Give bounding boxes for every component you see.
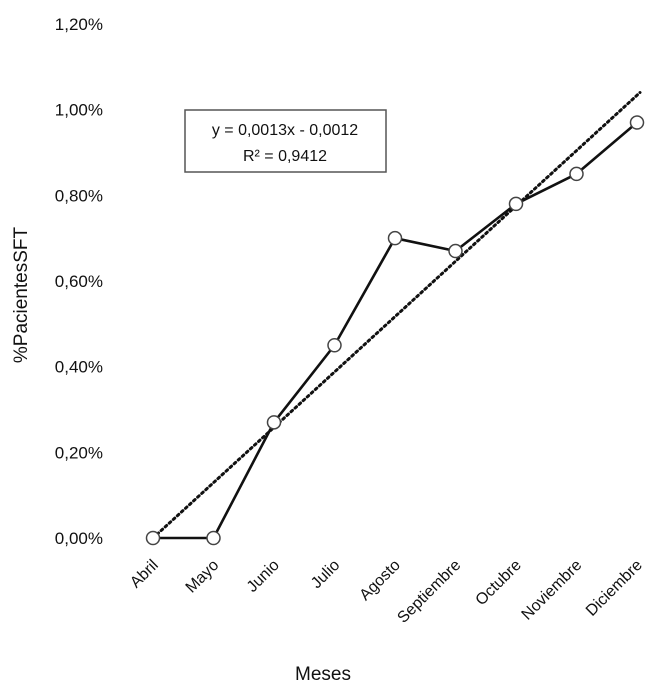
series-line bbox=[153, 121, 638, 540]
data-point bbox=[206, 530, 221, 546]
data-point bbox=[629, 115, 645, 130]
trendline-equation-box: y = 0,0013x - 0,0012 R² = 0,9412 bbox=[184, 109, 387, 173]
data-point bbox=[266, 415, 282, 430]
x-tick-label: Agosto bbox=[357, 557, 404, 604]
trendline-layer bbox=[151, 91, 642, 540]
x-axis-title: Meses bbox=[295, 664, 351, 685]
y-tick-label: 1,00% bbox=[55, 101, 103, 120]
trendline bbox=[151, 91, 642, 540]
data-point bbox=[508, 196, 524, 212]
series-layer bbox=[153, 121, 638, 540]
data-point bbox=[569, 166, 584, 182]
x-tick-label: Septiembre bbox=[394, 557, 464, 627]
x-tick-label: Julio bbox=[308, 557, 343, 592]
x-tick-label: Diciembre bbox=[583, 557, 646, 620]
trendline-equation: y = 0,0013x - 0,0012 bbox=[212, 122, 358, 139]
y-tick-label: 0,60% bbox=[55, 272, 103, 291]
y-tick-label: 1,20% bbox=[55, 15, 103, 34]
x-tick-label: Noviembre bbox=[519, 557, 586, 624]
data-point bbox=[327, 338, 342, 353]
points-layer bbox=[145, 115, 645, 546]
data-point bbox=[145, 530, 161, 546]
data-point bbox=[387, 230, 403, 246]
y-axis-ticks: 0,00% 0,20% 0,40% 0,60% 0,80% 1,00% 1,20% bbox=[55, 15, 103, 548]
x-tick-label: Junio bbox=[244, 557, 283, 596]
y-tick-label: 0,40% bbox=[55, 358, 103, 377]
x-tick-label: Octubre bbox=[473, 557, 525, 609]
x-tick-label: Mayo bbox=[183, 557, 223, 597]
y-tick-label: 0,20% bbox=[55, 443, 103, 462]
y-axis-title: %PacientesSFT bbox=[11, 227, 32, 364]
x-tick-label: Abril bbox=[127, 557, 162, 592]
y-tick-label: 0,80% bbox=[55, 186, 103, 205]
data-point bbox=[448, 243, 463, 259]
trendline-r-squared: R² = 0,9412 bbox=[243, 148, 327, 165]
y-tick-label: 0,00% bbox=[55, 529, 103, 548]
